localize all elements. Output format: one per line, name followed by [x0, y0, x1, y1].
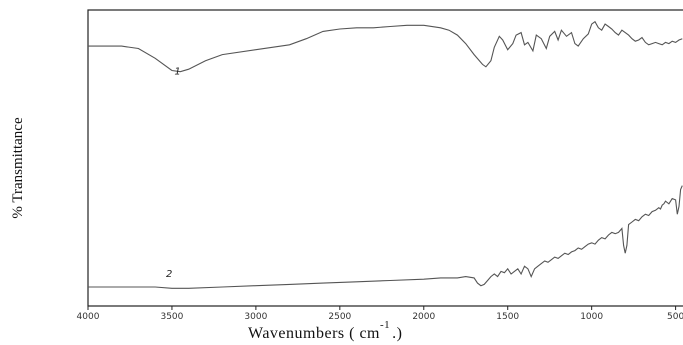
y-axis-label: % Transmittance — [10, 117, 26, 219]
x-axis-label-main: Wavenumbers ( cm — [248, 325, 380, 342]
spectrum-line-1 — [88, 20, 683, 73]
x-tick-label: 4000 — [77, 312, 100, 322]
x-tick-label: 1500 — [496, 312, 519, 322]
x-axis-ticks: 4000 3500 3000 2500 2000 1500 1000 500 — [77, 306, 683, 322]
spectrum-traces — [88, 20, 683, 289]
x-tick-label: 3000 — [244, 312, 267, 322]
curve-label-1: 1 — [174, 67, 180, 78]
x-tick-label: 2000 — [412, 312, 435, 322]
x-tick-label: 3500 — [160, 312, 183, 322]
plot-frame — [87, 9, 683, 307]
spectrum-line-2 — [88, 185, 683, 289]
x-tick-label: 1000 — [580, 312, 603, 322]
curve-labels: 12 — [166, 67, 181, 281]
x-tick-label: 500 — [667, 312, 683, 322]
x-axis-label: Wavenumbers ( cm-1.) — [248, 319, 403, 342]
curve-label-2: 2 — [166, 269, 172, 280]
x-axis-label-suffix: .) — [392, 325, 402, 342]
x-axis-label-superscript: -1 — [380, 319, 390, 331]
x-tick-label: 2500 — [328, 312, 351, 322]
